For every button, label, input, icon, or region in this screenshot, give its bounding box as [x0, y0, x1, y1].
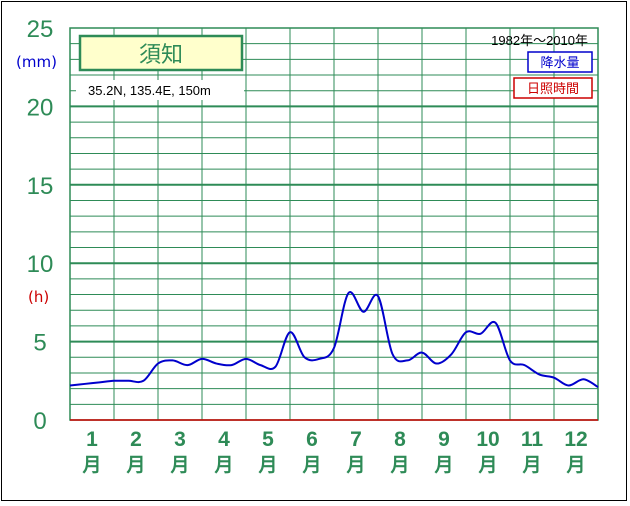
- x-tick-month-unit: 月: [213, 454, 233, 476]
- legend-precipitation-box: [527, 51, 593, 73]
- legend-sunshine: 日照時間: [527, 82, 579, 97]
- y-tick-label: 5: [33, 330, 46, 357]
- period-text: 1982年〜2010年: [491, 33, 588, 48]
- y-tick-label: 15: [27, 173, 54, 200]
- x-tick-month-number: 11: [521, 428, 544, 451]
- x-tick-month-unit: 月: [301, 454, 321, 476]
- y-axis-ticks: 0 5 10 15 20 25: [27, 16, 54, 435]
- x-tick-month-unit: 月: [389, 454, 409, 476]
- x-tick-month-number: 12: [564, 428, 587, 451]
- x-tick-month-number: 7: [350, 428, 362, 451]
- precipitation-line: [69, 291, 599, 388]
- x-tick-month-unit: 月: [81, 454, 101, 476]
- x-tick-month-unit: 月: [521, 454, 541, 476]
- legend-precipitation: 降水量: [540, 56, 579, 71]
- station-box: [78, 34, 244, 72]
- y-tick-label: 20: [27, 94, 54, 121]
- y-tick-label: 0: [33, 408, 46, 435]
- y-unit-h: (h): [28, 288, 49, 306]
- x-tick-month-number: 2: [130, 428, 142, 451]
- x-tick-month-number: 1: [86, 428, 98, 451]
- x-tick-month-unit: 月: [169, 454, 189, 476]
- location-bg: [76, 80, 244, 100]
- x-tick-month-unit: 月: [257, 454, 277, 476]
- series-layer: [69, 291, 599, 421]
- x-axis-ticks: 1 月 2 月 3 月 4 月 5 月 6 月 7 月 8 月 9 月 10 月 11 月 12 月: [81, 428, 587, 476]
- x-tick-month-unit: 月: [565, 454, 585, 476]
- y-tick-label: 25: [27, 16, 54, 43]
- x-tick-month-number: 6: [306, 428, 318, 451]
- x-tick-month-unit: 月: [477, 454, 497, 476]
- x-tick-month-number: 3: [174, 428, 186, 451]
- x-tick-month-number: 8: [394, 428, 406, 451]
- x-tick-month-unit: 月: [345, 454, 365, 476]
- x-tick-month-number: 4: [218, 428, 230, 451]
- x-tick-month-unit: 月: [125, 454, 145, 476]
- x-tick-month-number: 9: [438, 428, 450, 451]
- legend-sunshine-box: [513, 77, 593, 99]
- x-tick-month-number: 5: [262, 428, 274, 451]
- location-text: 35.2N, 135.4E, 150m: [88, 83, 211, 98]
- x-tick-month-number: 10: [476, 428, 499, 451]
- y-tick-label: 10: [27, 251, 54, 278]
- x-tick-month-unit: 月: [433, 454, 453, 476]
- y-unit-mm: (mm): [16, 53, 57, 71]
- station-name: 須知: [139, 43, 183, 68]
